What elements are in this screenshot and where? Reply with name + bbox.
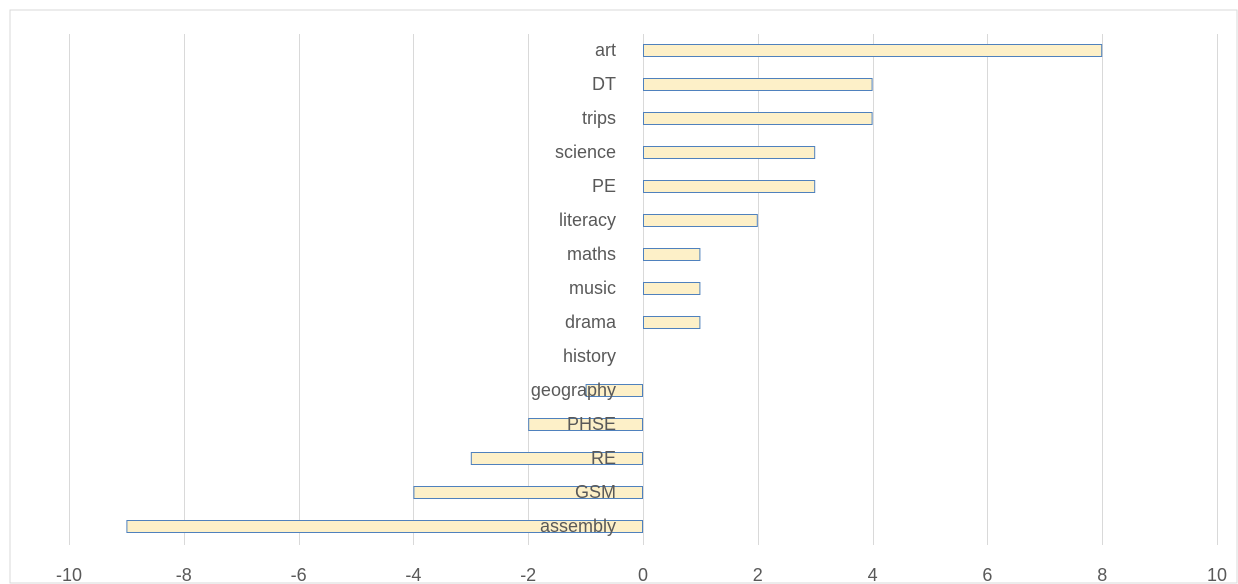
category-label: RE bbox=[591, 448, 616, 468]
category-labels: art DT trips science PE literacy maths music dra… bbox=[531, 40, 617, 536]
category-label: science bbox=[555, 142, 616, 162]
x-tick-label: -8 bbox=[176, 565, 192, 584]
category-label: DT bbox=[592, 74, 616, 94]
category-label: maths bbox=[567, 244, 616, 264]
grid-lines bbox=[69, 34, 1218, 545]
x-tick-label: -4 bbox=[405, 565, 421, 584]
category-label: music bbox=[569, 278, 616, 298]
category-label: trips bbox=[582, 108, 616, 128]
category-label: geography bbox=[531, 380, 616, 400]
category-label: assembly bbox=[540, 516, 616, 536]
bar-maths bbox=[643, 248, 701, 261]
bar-drama bbox=[643, 316, 701, 329]
bar-DT bbox=[643, 78, 873, 91]
x-axis-tick-labels: -10 -8 -6 -4 -2 0 2 4 6 8 10 bbox=[56, 565, 1227, 584]
x-tick-label: 8 bbox=[1097, 565, 1107, 584]
x-tick-label: 4 bbox=[868, 565, 878, 584]
bar-GSM bbox=[413, 486, 643, 499]
category-label: art bbox=[595, 40, 616, 60]
x-tick-label: 10 bbox=[1207, 565, 1227, 584]
category-label: literacy bbox=[559, 210, 616, 230]
x-tick-label: -6 bbox=[291, 565, 307, 584]
category-label: PE bbox=[592, 176, 616, 196]
bar-literacy bbox=[643, 214, 758, 227]
bar-PHSE bbox=[528, 418, 644, 431]
x-tick-label: 2 bbox=[753, 565, 763, 584]
bars bbox=[126, 44, 1103, 533]
x-tick-label: 6 bbox=[982, 565, 992, 584]
category-label: GSM bbox=[575, 482, 616, 502]
x-tick-label: -2 bbox=[520, 565, 536, 584]
category-label: history bbox=[563, 346, 616, 366]
x-tick-label: -10 bbox=[56, 565, 82, 584]
x-tick-label: 0 bbox=[638, 565, 648, 584]
category-label: drama bbox=[565, 312, 617, 332]
bar-assembly bbox=[126, 520, 643, 533]
bar-geography bbox=[585, 384, 643, 397]
category-label: PHSE bbox=[567, 414, 616, 434]
bar-art bbox=[643, 44, 1103, 57]
bar-trips bbox=[643, 112, 873, 125]
bar-science bbox=[643, 146, 816, 159]
bar-music bbox=[643, 282, 701, 295]
bar-RE bbox=[470, 452, 643, 465]
bar-PE bbox=[643, 180, 816, 193]
